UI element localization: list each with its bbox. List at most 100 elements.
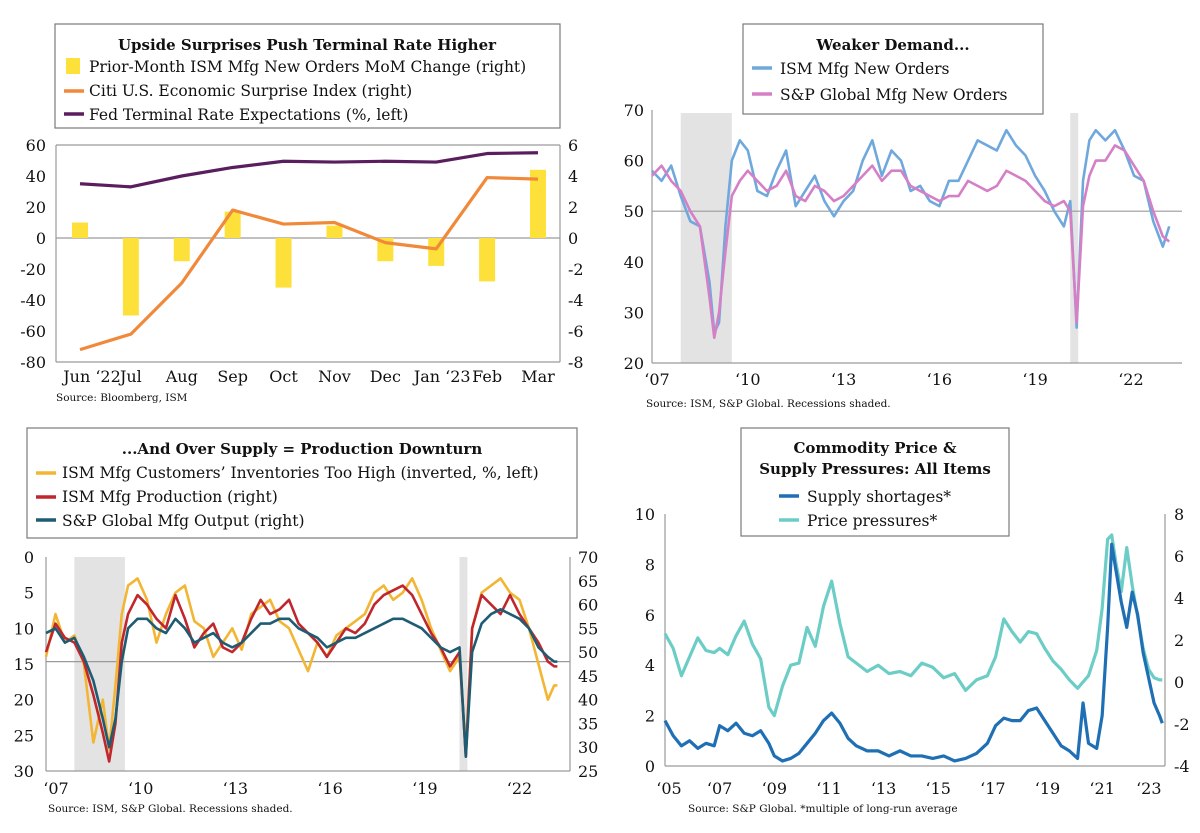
right-tick-label: -2 [568, 260, 584, 279]
legend-label-spg: S&P Global Mfg New Orders [780, 86, 1007, 104]
left-tick-label: 10 [635, 505, 655, 524]
bar-new-orders-oct [275, 238, 292, 288]
y-tick-label: 30 [624, 303, 644, 322]
left-tick-label: -20 [20, 260, 46, 279]
legend-label-price: Price pressures* [807, 512, 938, 530]
x-tick-label: ‘19 [1035, 779, 1060, 798]
legend-label-new-orders: Prior-Month ISM Mfg New Orders MoM Chang… [89, 58, 526, 76]
recession-shade [1070, 113, 1079, 363]
x-tick-label: Aug [165, 367, 198, 386]
right-tick-label: 6 [1174, 547, 1184, 566]
x-tick-label: Jun ‘22 [61, 367, 121, 386]
y-tick-label: 50 [624, 202, 644, 221]
bar-new-orders-mar [530, 169, 546, 238]
bar-new-orders-feb [479, 238, 496, 282]
legend-box [54, 23, 561, 129]
right-tick-label: 55 [578, 619, 598, 638]
x-tick-label: ‘21 [1089, 779, 1114, 798]
legend-box [740, 427, 1010, 537]
legend-label-citi: Citi U.S. Economic Surprise Index (right… [89, 82, 412, 100]
bar-new-orders-jul [122, 238, 139, 316]
chart-title: Upside Surprises Push Terminal Rate High… [118, 36, 497, 54]
x-tick-label: ‘15 [925, 779, 950, 798]
legend-label-ism: ISM Mfg New Orders [780, 60, 950, 78]
line-citi-surprise [79, 175, 539, 352]
chart-title: ...And Over Supply = Production Downturn [122, 440, 483, 458]
right-tick-label: 65 [578, 572, 598, 591]
left-tick-label: 0 [36, 229, 46, 248]
right-tick-label: 45 [578, 667, 598, 686]
left-tick-label: 2 [645, 707, 655, 726]
source-note: Source: ISM, S&P Global. Recessions shad… [48, 803, 293, 815]
left-tick-label: 0 [24, 548, 34, 567]
source-note: Source: Bloomberg, ISM [56, 392, 188, 404]
x-tick-label: Jul [118, 367, 142, 386]
left-tick-label: 25 [14, 726, 34, 745]
left-tick-label: 4 [645, 656, 655, 675]
legend-label-supply: Supply shortages* [807, 488, 951, 506]
right-tick-label: 30 [578, 738, 598, 757]
line-fed-terminal-rate [79, 151, 539, 189]
left-tick-label: 5 [24, 584, 34, 603]
x-tick-label: ‘11 [816, 779, 841, 798]
left-tick-label: 10 [14, 619, 34, 638]
right-tick-label: 35 [578, 714, 598, 733]
right-tick-label: -6 [568, 322, 584, 341]
x-tick-label: Dec [370, 367, 401, 386]
x-tick-label: ‘13 [871, 779, 896, 798]
line-price-pressures [663, 533, 1163, 718]
right-tick-label: -4 [568, 291, 584, 310]
line-spg-output [45, 608, 558, 759]
x-tick-label: ‘19 [412, 779, 437, 798]
left-tick-label: 20 [14, 691, 34, 710]
x-tick-label: ‘16 [927, 370, 952, 389]
x-tick-label: ‘13 [223, 779, 248, 798]
source-note: Source: S&P Global. *multiple of long-ru… [688, 803, 958, 815]
y-tick-label: 60 [624, 152, 644, 171]
legend-label-inventories: ISM Mfg Customers’ Inventories Too High … [62, 464, 539, 482]
chart-weaker-demand: 70 60 50 40 30 20 ‘07 ‘10 ‘13 ‘16 ‘19 ‘22 Weaker D… [624, 23, 1182, 410]
left-tick-label: 6 [645, 606, 655, 625]
y-tick-label: 20 [624, 354, 644, 373]
chart-commodity-pressures: 10 8 6 4 2 0 8 6 4 2 0 -2 -4 ‘05 ‘07 ‘09 ‘11 ‘13 ‘15 ‘17 ‘… [635, 427, 1190, 815]
x-tick-label: ‘07 [707, 779, 732, 798]
source-note: Source: ISM, S&P Global. Recessions shad… [646, 398, 891, 410]
x-tick-label: Sep [217, 367, 248, 386]
chart-production-downturn: 0 5 10 15 20 25 30 70 65 60 55 50 45 40 35 30 25 ‘07 ‘10… [14, 427, 598, 815]
left-tick-label: 15 [14, 655, 34, 674]
right-tick-label: 50 [578, 643, 598, 662]
right-tick-label: 60 [578, 596, 598, 615]
right-tick-label: 6 [568, 136, 578, 155]
y-tick-label: 70 [624, 101, 644, 120]
line-ism-new-orders [651, 128, 1171, 334]
chart-title: Weaker Demand... [815, 36, 969, 54]
bar-new-orders-nov [326, 225, 343, 238]
chart-title-line-1: Commodity Price & [793, 439, 957, 457]
left-tick-label: 30 [14, 762, 34, 781]
right-tick-label: 0 [1174, 673, 1184, 692]
x-tick-label: ‘23 [1136, 779, 1161, 798]
chart-title-line-2: Supply Pressures: All Items [759, 460, 991, 478]
x-tick-label: Oct [269, 367, 298, 386]
legend-label-production: ISM Mfg Production (right) [62, 488, 278, 506]
x-tick-label: Jan ‘23 [412, 367, 471, 386]
right-tick-label: 40 [578, 691, 598, 710]
legend-swatch-new-orders [66, 58, 80, 74]
right-tick-label: 4 [568, 167, 578, 186]
right-tick-label: 2 [568, 198, 578, 217]
bar-new-orders-jun-22 [72, 222, 88, 238]
x-tick-label: ‘22 [1118, 370, 1143, 389]
x-tick-label: ‘17 [980, 779, 1005, 798]
right-tick-label: 25 [578, 762, 598, 781]
y-tick-label: 40 [624, 253, 644, 272]
right-tick-label: -2 [1174, 715, 1190, 734]
x-tick-label: Nov [318, 367, 351, 386]
x-tick-label: Feb [472, 367, 502, 386]
x-tick-label: ‘22 [507, 779, 532, 798]
right-tick-label: -8 [568, 353, 584, 372]
right-tick-label: 8 [1174, 505, 1184, 524]
x-tick-label: ‘13 [831, 370, 856, 389]
bar-new-orders-aug [173, 238, 190, 262]
left-tick-label: 8 [645, 555, 655, 574]
left-tick-label: -60 [20, 322, 46, 341]
